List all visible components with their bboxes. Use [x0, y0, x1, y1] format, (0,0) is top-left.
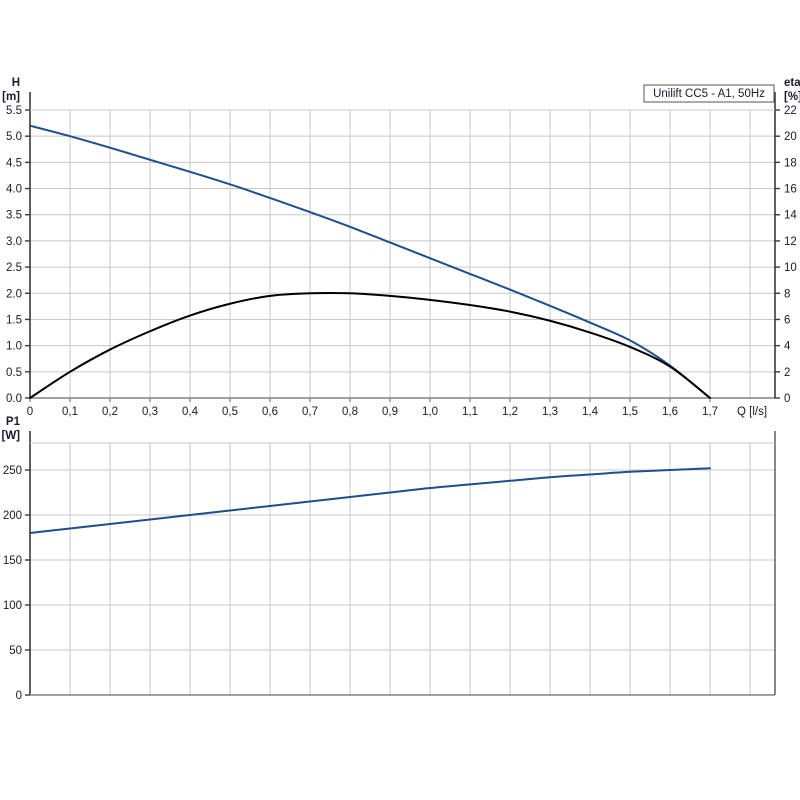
- chart-title-text: Unilift CC5 - A1, 50Hz: [653, 88, 765, 100]
- efficiency-curve: [29, 291, 711, 399]
- x-axis-tick-label: 0,6: [262, 406, 278, 418]
- upper-left-tick-label: 3.5: [6, 210, 22, 222]
- lower-left-tick-label: 50: [9, 645, 22, 657]
- lower-left-axis-title: P1: [6, 416, 21, 428]
- title-box-frame: [643, 84, 775, 103]
- head-curve: [29, 124, 711, 399]
- x-axis-tick-label: 1,6: [662, 406, 678, 418]
- x-axis-tick-label: 1,1: [462, 406, 478, 418]
- upper-right-tick-label: 6: [784, 314, 790, 326]
- upper-right-tick-label: 14: [784, 210, 797, 222]
- upper-left-axis-unit: [m]: [2, 91, 20, 103]
- x-axis-tick-label: 1,0: [422, 406, 438, 418]
- x-axis-tick-label: 0,5: [222, 406, 238, 418]
- upper-left-tick-label: 0.5: [6, 367, 22, 379]
- upper-left-tick-label: 5.5: [6, 105, 22, 117]
- upper-right-axis-title: eta: [784, 77, 800, 89]
- upper-chart-gridlines: [29, 109, 775, 399]
- x-axis-tick-label: 0,4: [182, 406, 199, 418]
- upper-right-tick-label: 22: [784, 105, 797, 117]
- x-axis-tick-label: 1,2: [502, 406, 518, 418]
- upper-right-tick-label: 12: [784, 236, 797, 248]
- upper-right-tick-label: 0: [784, 393, 790, 405]
- upper-left-tick-label: 0.0: [6, 393, 22, 405]
- upper-left-tick-label: 1.5: [6, 314, 22, 326]
- upper-left-tick-label: 5.0: [6, 131, 22, 143]
- lower-left-tick-label: 0: [16, 690, 22, 702]
- x-axis-tick-label: 1,4: [582, 406, 599, 418]
- upper-right-tick-label: 8: [784, 288, 790, 300]
- x-axis-title: Q [l/s]: [737, 406, 767, 418]
- upper-left-tick-label: 2.0: [6, 288, 22, 300]
- x-axis-tick-label: 0,9: [382, 406, 398, 418]
- x-axis-tick-label: 1,5: [622, 406, 638, 418]
- x-axis-tick-label: 0,7: [302, 406, 318, 418]
- upper-right-tick-label: 2: [784, 367, 790, 379]
- chart-title-box: Unilift CC5 - A1, 50Hz: [643, 84, 775, 103]
- x-axis-tick-label: 1,7: [702, 406, 718, 418]
- lower-left-tick-label: 250: [3, 465, 22, 477]
- lower-chart-gridlines: [29, 443, 775, 696]
- lower-left-tick-label: 200: [3, 510, 22, 522]
- lower-left-axis-unit: [W]: [1, 430, 20, 442]
- x-axis-tick-label: 0: [27, 406, 33, 418]
- lower-left-tick-label: 150: [3, 555, 22, 567]
- upper-left-tick-label: 2.5: [6, 262, 22, 274]
- upper-right-tick-label: 18: [784, 157, 797, 169]
- tick-marks: [25, 109, 780, 696]
- x-axis-tick-label: 0,1: [62, 406, 78, 418]
- upper-right-tick-label: 20: [784, 131, 797, 143]
- upper-left-tick-label: 1.0: [6, 341, 22, 353]
- lower-left-tick-label: 100: [3, 600, 22, 612]
- upper-left-tick-label: 4.0: [6, 184, 22, 196]
- upper-right-tick-label: 10: [784, 262, 797, 274]
- upper-left-tick-label: 3.0: [6, 236, 22, 248]
- x-axis-tick-label: 1,3: [542, 406, 558, 418]
- upper-left-tick-label: 4.5: [6, 157, 22, 169]
- upper-right-tick-label: 4: [784, 341, 791, 353]
- x-axis-tick-label: 0,2: [102, 406, 118, 418]
- upper-right-tick-label: 16: [784, 184, 797, 196]
- upper-left-axis-title: H: [12, 77, 20, 89]
- upper-right-axis-unit: [%]: [784, 91, 800, 103]
- x-axis-tick-label: 0,3: [142, 406, 158, 418]
- axes: [29, 92, 776, 696]
- power-curve: [29, 467, 711, 534]
- x-axis-tick-label: 0,8: [342, 406, 358, 418]
